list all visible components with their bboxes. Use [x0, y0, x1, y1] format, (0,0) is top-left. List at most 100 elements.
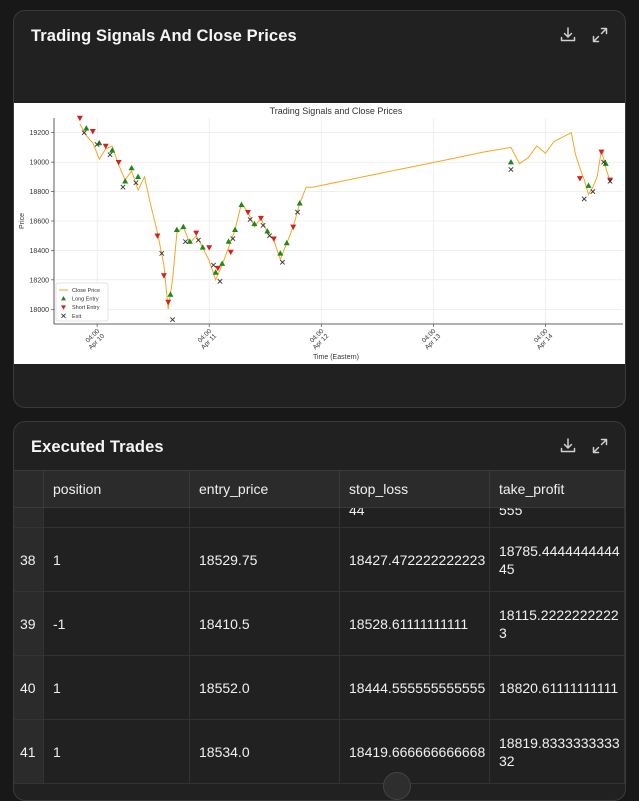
column-header-take-profit[interactable]: take_profit — [490, 471, 625, 507]
short-entry-marker — [154, 233, 161, 239]
cell-position: -1 — [44, 592, 190, 655]
short-entry-marker — [206, 245, 213, 251]
download-icon[interactable] — [559, 26, 577, 44]
table-row-partial: 44 555 — [14, 508, 625, 528]
long-entry-marker — [128, 164, 135, 171]
legend-swatch-exit — [61, 313, 66, 319]
short-entry-marker — [76, 115, 83, 122]
y-tick-label: 18400 — [30, 248, 50, 255]
table-row[interactable]: 41 1 18534.0 18419.666666666668 18819.83… — [14, 720, 625, 784]
table-header: position entry_price stop_loss take_prof… — [14, 470, 625, 508]
chart-grid — [54, 118, 623, 324]
exit-marker — [217, 278, 223, 284]
short-entry-marker — [607, 177, 614, 183]
cell-take-profit-text: 555 — [499, 508, 523, 518]
cell-entry-price: 18534.0 — [190, 720, 340, 783]
exit-marker — [247, 217, 253, 223]
y-tick-label: 18200 — [30, 277, 50, 284]
exit-marker — [210, 262, 217, 268]
trades-card-title: Executed Trades — [31, 438, 164, 456]
exit-marker — [182, 239, 188, 245]
table-row[interactable]: 38 1 18529.75 18427.472222222223 18785.4… — [14, 528, 625, 592]
column-header-position[interactable]: position — [44, 471, 190, 507]
cell-position: 1 — [44, 656, 190, 719]
y-tick-label: 19000 — [30, 160, 50, 167]
exit-marker — [170, 317, 176, 323]
long-entry-marker — [602, 160, 609, 166]
legend-label: Exit — [72, 314, 82, 320]
close-price-line — [79, 123, 611, 310]
long-entry-marker — [225, 238, 232, 244]
chart-ylabel: Price — [19, 213, 26, 229]
exit-marker — [133, 180, 139, 186]
chart-card-actions — [559, 26, 609, 44]
long-entry-marker — [283, 239, 290, 246]
exit-marker — [590, 189, 596, 195]
short-entry-marker — [102, 143, 109, 150]
exit-marker — [279, 259, 285, 265]
column-header-stop-loss[interactable]: stop_loss — [340, 471, 490, 507]
long-entry-marker — [83, 125, 90, 131]
expand-icon[interactable] — [591, 437, 609, 455]
long-entry-marker — [180, 223, 187, 230]
short-entry-marker — [244, 209, 251, 216]
long-entry-marker — [109, 147, 116, 153]
column-header-entry-price[interactable]: entry_price — [190, 471, 340, 507]
short-entry-marker — [193, 230, 200, 236]
legend-box — [55, 282, 109, 322]
scroll-down-button[interactable] — [383, 772, 411, 800]
expand-icon[interactable] — [591, 26, 609, 44]
table-row[interactable]: 40 1 18552.0 18444.555555555555 18820.61… — [14, 656, 625, 720]
short-entry-marker — [115, 159, 122, 166]
cell-entry-price: 18410.5 — [190, 592, 340, 655]
cell-take-profit: 18820.61111111111 — [490, 656, 625, 719]
long-entry-marker — [277, 250, 284, 256]
short-entry-marker — [270, 236, 277, 242]
exit-marker — [508, 166, 514, 173]
chart-axes: 18000 18200 18400 18600 18800 19000 19200 04:00… — [30, 118, 623, 351]
long-entry-marker — [264, 228, 271, 234]
short-entry-marker — [598, 149, 605, 156]
y-tick-label: 19200 — [30, 130, 50, 137]
download-icon[interactable] — [559, 437, 577, 455]
chart-image: Trading Signals and Close Prices 18000 18… — [14, 103, 625, 364]
trades-card-actions — [559, 437, 609, 455]
short-entry-marker — [89, 129, 96, 135]
exit-marker — [81, 130, 87, 136]
legend-swatch-short — [61, 305, 66, 310]
index-header — [14, 471, 44, 507]
row-index: 41 — [14, 720, 44, 783]
cell-position: 1 — [44, 720, 190, 783]
long-entry-marker — [251, 220, 258, 227]
short-entry-marker — [165, 299, 172, 306]
legend-label: Short Entry — [72, 305, 100, 311]
cell-entry-price — [190, 508, 340, 527]
cell-entry-price: 18552.0 — [190, 656, 340, 719]
short-entry-marker — [257, 215, 264, 222]
exit-marker — [94, 141, 100, 148]
cell-stop-loss: 18427.472222222223 — [340, 528, 490, 591]
exit-marker — [159, 250, 165, 256]
long-entry-marker — [167, 291, 174, 297]
signals-chart: Trading Signals and Close Prices 1800018… — [19, 106, 623, 361]
exit-marker — [607, 178, 613, 184]
exit-marker — [107, 152, 113, 158]
long-entry-marker — [585, 182, 592, 188]
legend-label: Long Entry — [72, 297, 99, 303]
cell-stop-loss: 18419.666666666668 — [340, 720, 490, 783]
table-row[interactable]: 39 -1 18410.5 18528.61111111111 18115.22… — [14, 592, 625, 656]
chart-card-title: Trading Signals And Close Prices — [31, 27, 297, 45]
long-entry-marker — [238, 201, 245, 208]
exit-marker — [295, 209, 301, 215]
cell-take-profit: 18785.444444444445 — [490, 528, 625, 591]
long-entry-marker — [199, 244, 206, 250]
cell-stop-loss: 18528.61111111111 — [340, 592, 490, 655]
cell-take-profit: 555 — [490, 508, 625, 527]
short-entry-marker — [227, 249, 234, 256]
cell-take-profit: 18115.22222222223 — [490, 592, 625, 655]
short-entry-marker — [576, 176, 583, 182]
